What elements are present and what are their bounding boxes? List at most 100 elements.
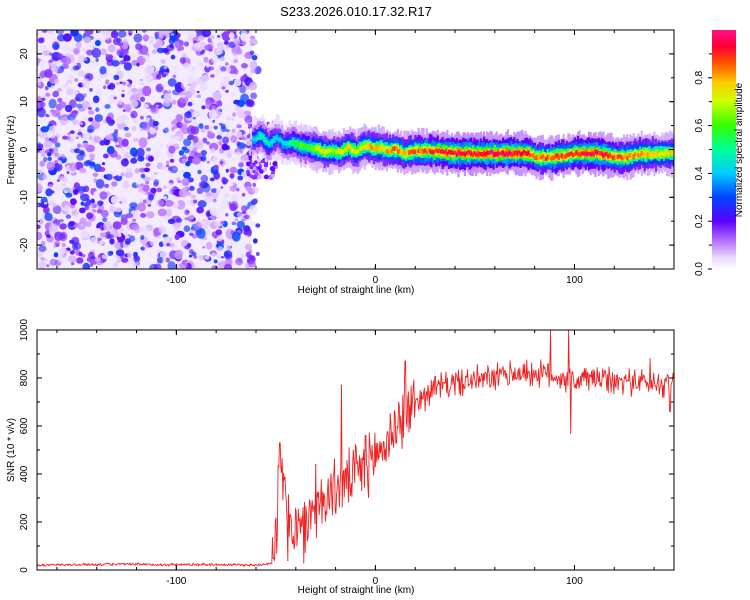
- noise-blob: [67, 255, 77, 263]
- noise-blob: [139, 115, 144, 120]
- noise-blob: [138, 137, 148, 149]
- ridge-cell: [424, 148, 427, 153]
- noise-blob: [220, 186, 224, 189]
- noise-blob: [80, 144, 84, 148]
- noise-blob: [37, 37, 45, 44]
- ridge-cell: [457, 149, 460, 155]
- noise-blob: [82, 133, 90, 141]
- noise-blob: [193, 199, 198, 204]
- noise-blob: [52, 146, 58, 153]
- ridge-cell: [279, 137, 282, 142]
- noise-blob: [161, 73, 167, 78]
- ridge-cell: [363, 145, 366, 149]
- noise-blob: [46, 161, 55, 171]
- noise-blob: [117, 100, 124, 105]
- y-tick-label: 200: [19, 513, 30, 530]
- noise-blob: [67, 82, 74, 89]
- noise-blob: [151, 167, 155, 172]
- noise-blob: [124, 132, 132, 138]
- ridge-cell: [357, 149, 360, 154]
- noise-blob: [120, 158, 129, 167]
- noise-blob: [48, 98, 57, 109]
- ridge-cell: [403, 150, 406, 155]
- noise-blob: [130, 87, 138, 93]
- noise-blob: [130, 110, 138, 119]
- ridge-cell: [568, 152, 572, 157]
- noise-blob: [37, 224, 41, 230]
- noise-blob: [39, 101, 46, 108]
- ridge-cell: [476, 152, 479, 157]
- ridge-cell: [608, 152, 611, 158]
- noise-blob: [220, 46, 226, 51]
- noise-blob: [250, 43, 255, 47]
- noise-blob: [78, 129, 82, 132]
- noise-blob: [102, 217, 108, 223]
- noise-blob: [123, 55, 131, 62]
- ridge-cell: [471, 149, 474, 156]
- ridge-cell: [338, 148, 341, 154]
- noise-blob: [191, 251, 197, 257]
- ridge-cell: [661, 151, 664, 156]
- noise-blob: [79, 193, 89, 202]
- ridge-cell: [299, 143, 302, 148]
- noise-blob: [170, 134, 175, 139]
- noise-blob: [62, 33, 72, 42]
- ridge-cell: [366, 145, 369, 150]
- noise-blob: [132, 218, 137, 222]
- ridge-cell: [658, 152, 661, 157]
- noise-blob: [110, 30, 119, 39]
- ridge-cell: [629, 153, 632, 158]
- noise-blob: [140, 173, 146, 179]
- noise-blob: [199, 82, 208, 91]
- noise-blob: [249, 174, 254, 178]
- noise-blob: [221, 30, 231, 42]
- noise-blob: [181, 158, 188, 164]
- noise-blob: [181, 170, 185, 174]
- noise-blob: [188, 86, 196, 96]
- noise-blob: [109, 119, 116, 125]
- noise-blob: [197, 169, 202, 175]
- noise-blob: [89, 60, 96, 68]
- ridge-cell: [505, 151, 508, 157]
- ridge-cell: [503, 152, 506, 157]
- ridge-cell: [553, 155, 556, 160]
- noise-blob: [237, 175, 244, 181]
- noise-blob: [215, 253, 221, 259]
- noise-blob: [251, 221, 256, 227]
- x-tick-label: -100: [166, 275, 186, 286]
- noise-blob: [65, 192, 73, 198]
- noise-blob: [48, 148, 54, 152]
- ridge-cell: [560, 153, 564, 159]
- noise-blob: [169, 158, 175, 163]
- noise-blob: [38, 245, 47, 252]
- noise-blob: [69, 239, 75, 244]
- ridge-cell: [592, 148, 595, 157]
- ridge-cell: [527, 150, 530, 156]
- ridge-cell: [591, 151, 594, 156]
- noise-blob: [241, 205, 248, 212]
- noise-blob: [57, 254, 67, 264]
- noise-blob: [97, 200, 104, 207]
- noise-blob: [156, 257, 164, 264]
- noise-blob: [194, 42, 201, 48]
- noise-blob: [184, 217, 189, 221]
- noise-blob: [124, 171, 134, 178]
- noise-blob: [187, 125, 196, 135]
- noise-blob: [147, 136, 151, 140]
- noise-blob: [257, 166, 262, 171]
- noise-blob: [216, 234, 223, 242]
- ridge-cell: [525, 151, 529, 157]
- ridge-cell: [659, 151, 662, 155]
- ridge-cell: [594, 149, 597, 155]
- snr-spike-point: [364, 435, 367, 437]
- noise-blob: [212, 198, 217, 203]
- ridge-cell: [521, 151, 524, 156]
- ridge-cell: [435, 148, 438, 152]
- noise-blob: [207, 130, 212, 135]
- noise-blob: [248, 82, 258, 91]
- noise-blob: [84, 205, 90, 211]
- noise-blob: [57, 175, 62, 180]
- ridge-cell: [584, 151, 587, 156]
- noise-blob: [176, 177, 181, 181]
